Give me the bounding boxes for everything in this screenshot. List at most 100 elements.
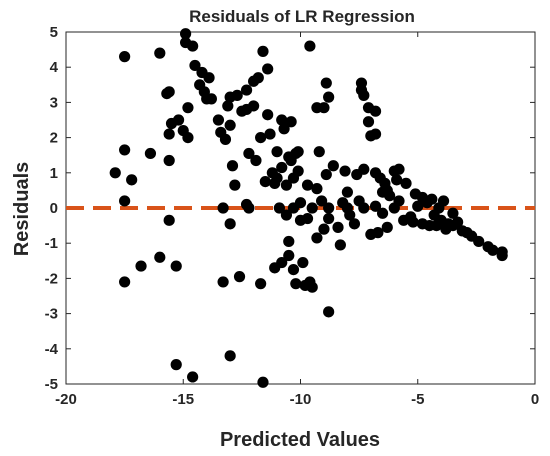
- data-point: [301, 179, 314, 191]
- data-point: [292, 146, 304, 158]
- data-point: [306, 281, 318, 293]
- y-tick-label: 0: [50, 200, 58, 217]
- data-point: [487, 244, 499, 256]
- y-tick-label: -3: [45, 306, 58, 323]
- data-point: [339, 165, 351, 177]
- data-point: [203, 72, 215, 84]
- data-point: [252, 72, 264, 84]
- data-point: [407, 216, 419, 228]
- data-point: [163, 154, 175, 167]
- data-point: [426, 193, 438, 205]
- data-point: [262, 63, 274, 75]
- data-point: [262, 109, 274, 121]
- data-point: [222, 100, 234, 112]
- data-point: [163, 128, 175, 140]
- y-tick-label: 4: [50, 59, 59, 76]
- x-axis-label: Predicted Values: [220, 429, 380, 451]
- data-point: [119, 276, 131, 288]
- data-point: [255, 132, 267, 144]
- y-tick-label: -4: [45, 341, 59, 358]
- data-point: [400, 177, 412, 189]
- x-tick-label: -15: [172, 391, 194, 408]
- data-point: [376, 207, 389, 219]
- data-point: [280, 209, 293, 221]
- data-point: [447, 207, 459, 219]
- data-point: [452, 216, 464, 228]
- data-point: [283, 249, 295, 262]
- data-point: [271, 172, 283, 184]
- data-point: [271, 146, 283, 158]
- data-point: [280, 179, 293, 191]
- data-point: [119, 144, 131, 156]
- data-point: [391, 174, 403, 186]
- data-point: [243, 147, 255, 160]
- data-point: [381, 221, 393, 233]
- data-point: [323, 306, 335, 318]
- y-tick-label: -2: [45, 270, 58, 287]
- data-point: [255, 278, 267, 290]
- data-point: [229, 179, 241, 191]
- data-point: [283, 235, 295, 248]
- data-point: [119, 195, 131, 207]
- data-point: [393, 195, 405, 207]
- data-point: [287, 264, 300, 276]
- data-point: [264, 128, 276, 140]
- data-point: [358, 163, 370, 175]
- data-point: [348, 218, 361, 230]
- data-point: [163, 86, 175, 98]
- data-point: [233, 271, 246, 283]
- data-point: [172, 114, 185, 126]
- x-tick-label: -10: [290, 391, 312, 408]
- data-point: [323, 202, 335, 214]
- data-point: [384, 190, 396, 202]
- data-point: [323, 91, 335, 103]
- data-point: [358, 89, 370, 101]
- data-point: [187, 40, 199, 52]
- data-point: [311, 232, 323, 244]
- data-point: [217, 276, 229, 288]
- data-point: [473, 235, 485, 248]
- data-point: [248, 100, 260, 112]
- y-axis-label: Residuals: [11, 162, 33, 256]
- data-point: [320, 77, 332, 89]
- data-point: [320, 168, 332, 181]
- y-tick-label: 2: [50, 130, 58, 147]
- data-point: [240, 84, 253, 96]
- data-point: [316, 195, 328, 207]
- data-point: [318, 102, 330, 114]
- y-tick-label: -1: [45, 235, 58, 252]
- data-point: [334, 239, 346, 251]
- data-point: [182, 102, 194, 114]
- data-point: [437, 195, 450, 207]
- data-point: [313, 146, 325, 158]
- data-point: [496, 249, 508, 262]
- data-point: [306, 202, 318, 214]
- data-point: [170, 260, 182, 272]
- data-point: [372, 227, 384, 239]
- data-point: [163, 214, 175, 226]
- data-point: [362, 116, 375, 128]
- x-tick-label: -20: [55, 391, 77, 408]
- data-point: [327, 160, 339, 172]
- data-point: [250, 154, 262, 167]
- data-point: [393, 163, 405, 175]
- data-point: [135, 260, 147, 272]
- data-point: [109, 167, 121, 179]
- y-tick-label: -5: [45, 376, 58, 393]
- data-point: [259, 176, 271, 188]
- data-point: [369, 105, 382, 117]
- data-point: [205, 93, 217, 105]
- data-point: [179, 28, 192, 40]
- y-tick-label: 1: [50, 165, 58, 182]
- data-point: [369, 128, 382, 140]
- data-point: [278, 123, 290, 135]
- data-point: [318, 223, 330, 235]
- data-point: [257, 376, 269, 388]
- data-point: [297, 256, 309, 269]
- data-point: [358, 202, 370, 214]
- data-point: [276, 114, 288, 126]
- data-point: [224, 119, 236, 131]
- data-point: [224, 350, 236, 362]
- data-point: [276, 256, 288, 269]
